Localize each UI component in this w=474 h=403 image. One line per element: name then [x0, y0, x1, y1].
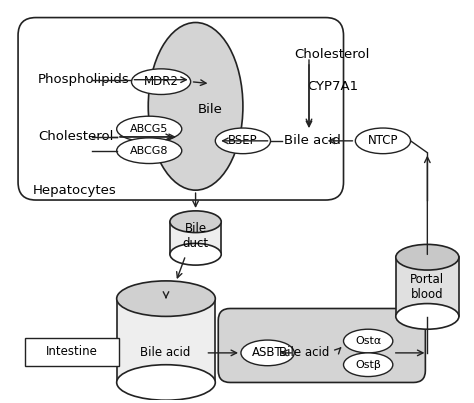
Ellipse shape [151, 293, 181, 305]
Ellipse shape [117, 138, 182, 164]
Text: Hepatocytes: Hepatocytes [33, 184, 117, 197]
Ellipse shape [148, 23, 243, 190]
Ellipse shape [241, 340, 294, 366]
Text: Bile acid: Bile acid [284, 134, 341, 147]
Ellipse shape [117, 365, 215, 400]
Text: Phospholipids: Phospholipids [38, 73, 129, 86]
Text: ABCG5: ABCG5 [130, 124, 168, 134]
Text: Bile acid: Bile acid [140, 347, 191, 359]
Text: ASBT: ASBT [252, 347, 283, 359]
FancyBboxPatch shape [218, 309, 425, 382]
Text: ABCG8: ABCG8 [130, 146, 168, 156]
Ellipse shape [117, 116, 182, 142]
FancyBboxPatch shape [18, 18, 344, 200]
Text: CYP7A1: CYP7A1 [307, 80, 358, 93]
Text: Cholesterol: Cholesterol [38, 131, 113, 143]
Ellipse shape [131, 69, 191, 94]
Ellipse shape [215, 128, 271, 154]
Text: Bile
duct: Bile duct [182, 222, 209, 249]
Text: Bile: Bile [198, 103, 223, 116]
Ellipse shape [170, 211, 221, 233]
Ellipse shape [356, 128, 410, 154]
Text: Ostβ: Ostβ [355, 360, 381, 370]
Ellipse shape [117, 281, 215, 316]
Polygon shape [396, 257, 459, 316]
Ellipse shape [396, 244, 459, 270]
Ellipse shape [396, 303, 459, 329]
Text: Intestine: Intestine [46, 345, 98, 358]
Text: NTCP: NTCP [368, 134, 398, 147]
Ellipse shape [344, 353, 393, 376]
Text: Bile acid: Bile acid [279, 347, 329, 359]
Text: Cholesterol: Cholesterol [294, 48, 370, 60]
Text: Ostα: Ostα [355, 336, 381, 346]
Polygon shape [117, 299, 215, 382]
Text: MDR2: MDR2 [144, 75, 179, 88]
Text: BSEP: BSEP [228, 134, 258, 147]
Ellipse shape [344, 329, 393, 353]
FancyBboxPatch shape [25, 338, 118, 366]
Ellipse shape [170, 243, 221, 265]
Text: Portal
blood: Portal blood [410, 273, 445, 301]
Polygon shape [170, 222, 221, 254]
